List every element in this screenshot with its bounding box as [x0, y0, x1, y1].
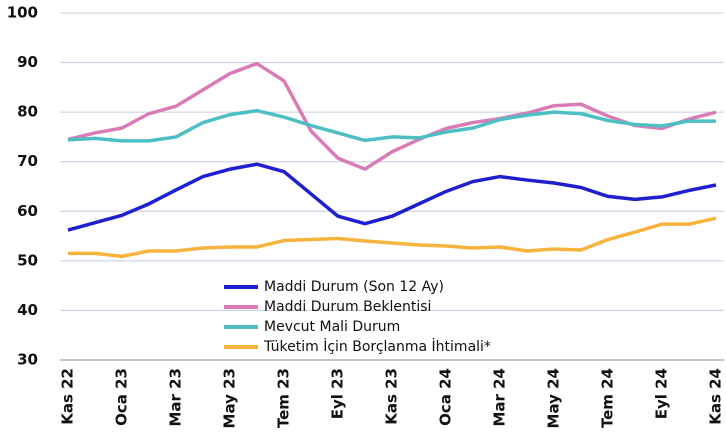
x-tick-label: Eyl 23 [329, 368, 347, 419]
x-tick-label: Eyl 24 [653, 368, 671, 419]
x-tick-label: Kas 23 [383, 368, 401, 425]
data-line [68, 216, 717, 259]
legend-label: Tüketim İçin Borçlanma İhtimali* [263, 337, 491, 355]
y-tick-label: 80 [17, 103, 38, 121]
data-line [67, 108, 716, 143]
y-tick-label: 70 [17, 152, 38, 170]
x-tick-label: Tem 23 [275, 368, 293, 428]
data-line [67, 162, 717, 232]
y-tick-label: 100 [7, 4, 38, 22]
legend-label: Mevcut Mali Durum [264, 319, 400, 335]
x-tick-label: Tem 24 [599, 368, 617, 428]
data-line [67, 61, 717, 171]
x-tick-label: May 23 [221, 368, 239, 428]
y-tick-label: 30 [17, 351, 38, 369]
x-tick-label: Kas 22 [59, 368, 77, 425]
x-tick-label: Mar 24 [491, 368, 509, 427]
x-tick-label: Kas 24 [707, 368, 725, 425]
y-tick-label: 40 [17, 301, 38, 319]
x-tick-label: Mar 23 [167, 368, 185, 427]
x-tick-label: Oca 24 [437, 368, 455, 426]
y-tick-label: 60 [17, 202, 38, 220]
y-tick-label: 50 [17, 251, 38, 269]
legend-label: Maddi Durum (Son 12 Ay) [264, 279, 444, 295]
x-tick-label: Oca 23 [113, 368, 131, 426]
x-tick-label: May 24 [545, 368, 563, 428]
legend-label: Maddi Durum Beklentisi [264, 299, 431, 315]
y-tick-label: 90 [17, 53, 38, 71]
